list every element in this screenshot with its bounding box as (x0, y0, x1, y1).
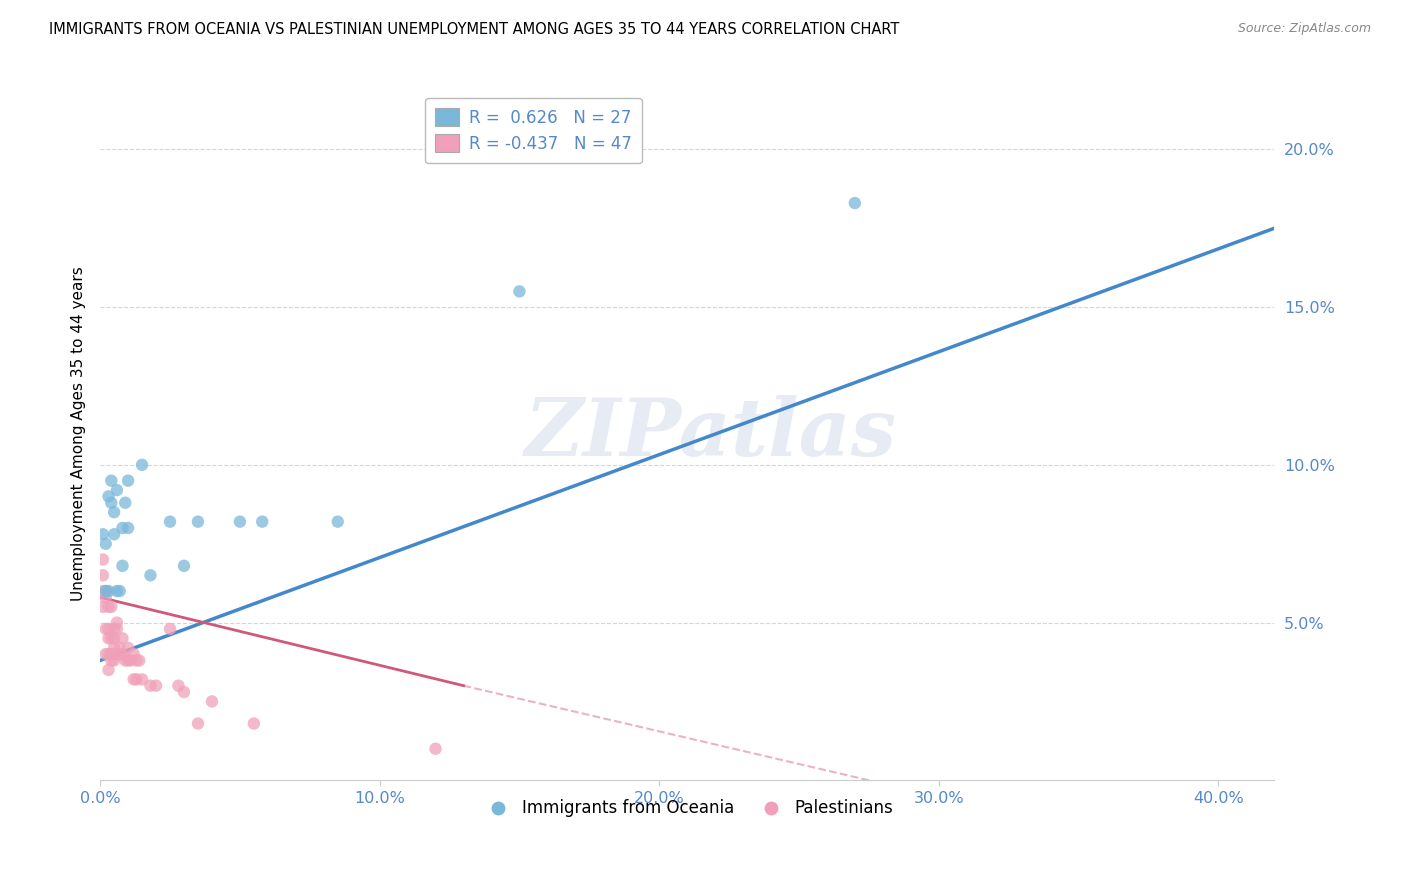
Point (100, 496, 122, 510)
Point (91, 527, 114, 541)
Point (425, 741, 447, 756)
Point (105, 647, 128, 661)
Point (103, 505, 125, 519)
Point (111, 632, 134, 646)
Point (131, 673, 153, 687)
Point (97, 490, 120, 504)
Point (122, 647, 145, 661)
Point (159, 622, 181, 636)
Point (94, 591, 117, 605)
Point (94, 584, 117, 599)
Text: Source: ZipAtlas.com: Source: ZipAtlas.com (1237, 22, 1371, 36)
Point (108, 647, 131, 661)
Point (173, 685, 195, 699)
Point (97, 647, 120, 661)
Point (94, 622, 117, 636)
Point (105, 584, 128, 599)
Legend: Immigrants from Oceania, Palestinians: Immigrants from Oceania, Palestinians (475, 793, 900, 824)
Point (103, 653, 125, 667)
Point (100, 632, 122, 646)
Point (94, 584, 117, 599)
Point (159, 515, 181, 529)
Point (103, 640, 125, 655)
Point (100, 647, 122, 661)
Point (91, 552, 114, 566)
Point (117, 521, 139, 535)
Point (111, 521, 134, 535)
Point (252, 515, 274, 529)
Point (91, 599, 114, 614)
Point (111, 647, 134, 661)
Point (139, 568, 162, 582)
Point (114, 653, 136, 667)
Point (100, 599, 122, 614)
Point (105, 622, 128, 636)
Point (91, 568, 114, 582)
Point (139, 679, 162, 693)
Text: IMMIGRANTS FROM OCEANIA VS PALESTINIAN UNEMPLOYMENT AMONG AGES 35 TO 44 YEARS CO: IMMIGRANTS FROM OCEANIA VS PALESTINIAN U… (49, 22, 900, 37)
Point (120, 653, 142, 667)
Point (100, 474, 122, 488)
Point (108, 640, 131, 655)
Point (167, 679, 190, 693)
Point (117, 653, 139, 667)
Text: ZIPatlas: ZIPatlas (524, 394, 897, 472)
Point (117, 640, 139, 655)
Point (326, 515, 349, 529)
Point (94, 647, 117, 661)
Point (111, 558, 134, 573)
Point (103, 527, 125, 541)
Point (131, 458, 153, 472)
Point (187, 515, 209, 529)
Point (105, 483, 128, 497)
Point (508, 285, 530, 299)
Point (125, 653, 148, 667)
Point (229, 515, 252, 529)
Point (173, 558, 195, 573)
Point (105, 615, 128, 630)
Point (201, 694, 224, 708)
Point (122, 673, 145, 687)
Point (114, 496, 136, 510)
Point (128, 653, 150, 667)
Point (94, 537, 117, 551)
Point (108, 584, 131, 599)
Point (103, 622, 125, 636)
Point (117, 474, 139, 488)
Point (145, 679, 167, 693)
Point (97, 663, 120, 677)
Point (97, 632, 120, 646)
Point (844, 196, 866, 211)
Point (97, 599, 120, 614)
Point (103, 632, 125, 646)
Point (100, 653, 122, 667)
Point (97, 622, 120, 636)
Y-axis label: Unemployment Among Ages 35 to 44 years: Unemployment Among Ages 35 to 44 years (72, 266, 86, 600)
Point (125, 673, 148, 687)
Point (97, 584, 120, 599)
Point (91, 584, 114, 599)
Point (243, 716, 266, 731)
Point (187, 716, 209, 731)
